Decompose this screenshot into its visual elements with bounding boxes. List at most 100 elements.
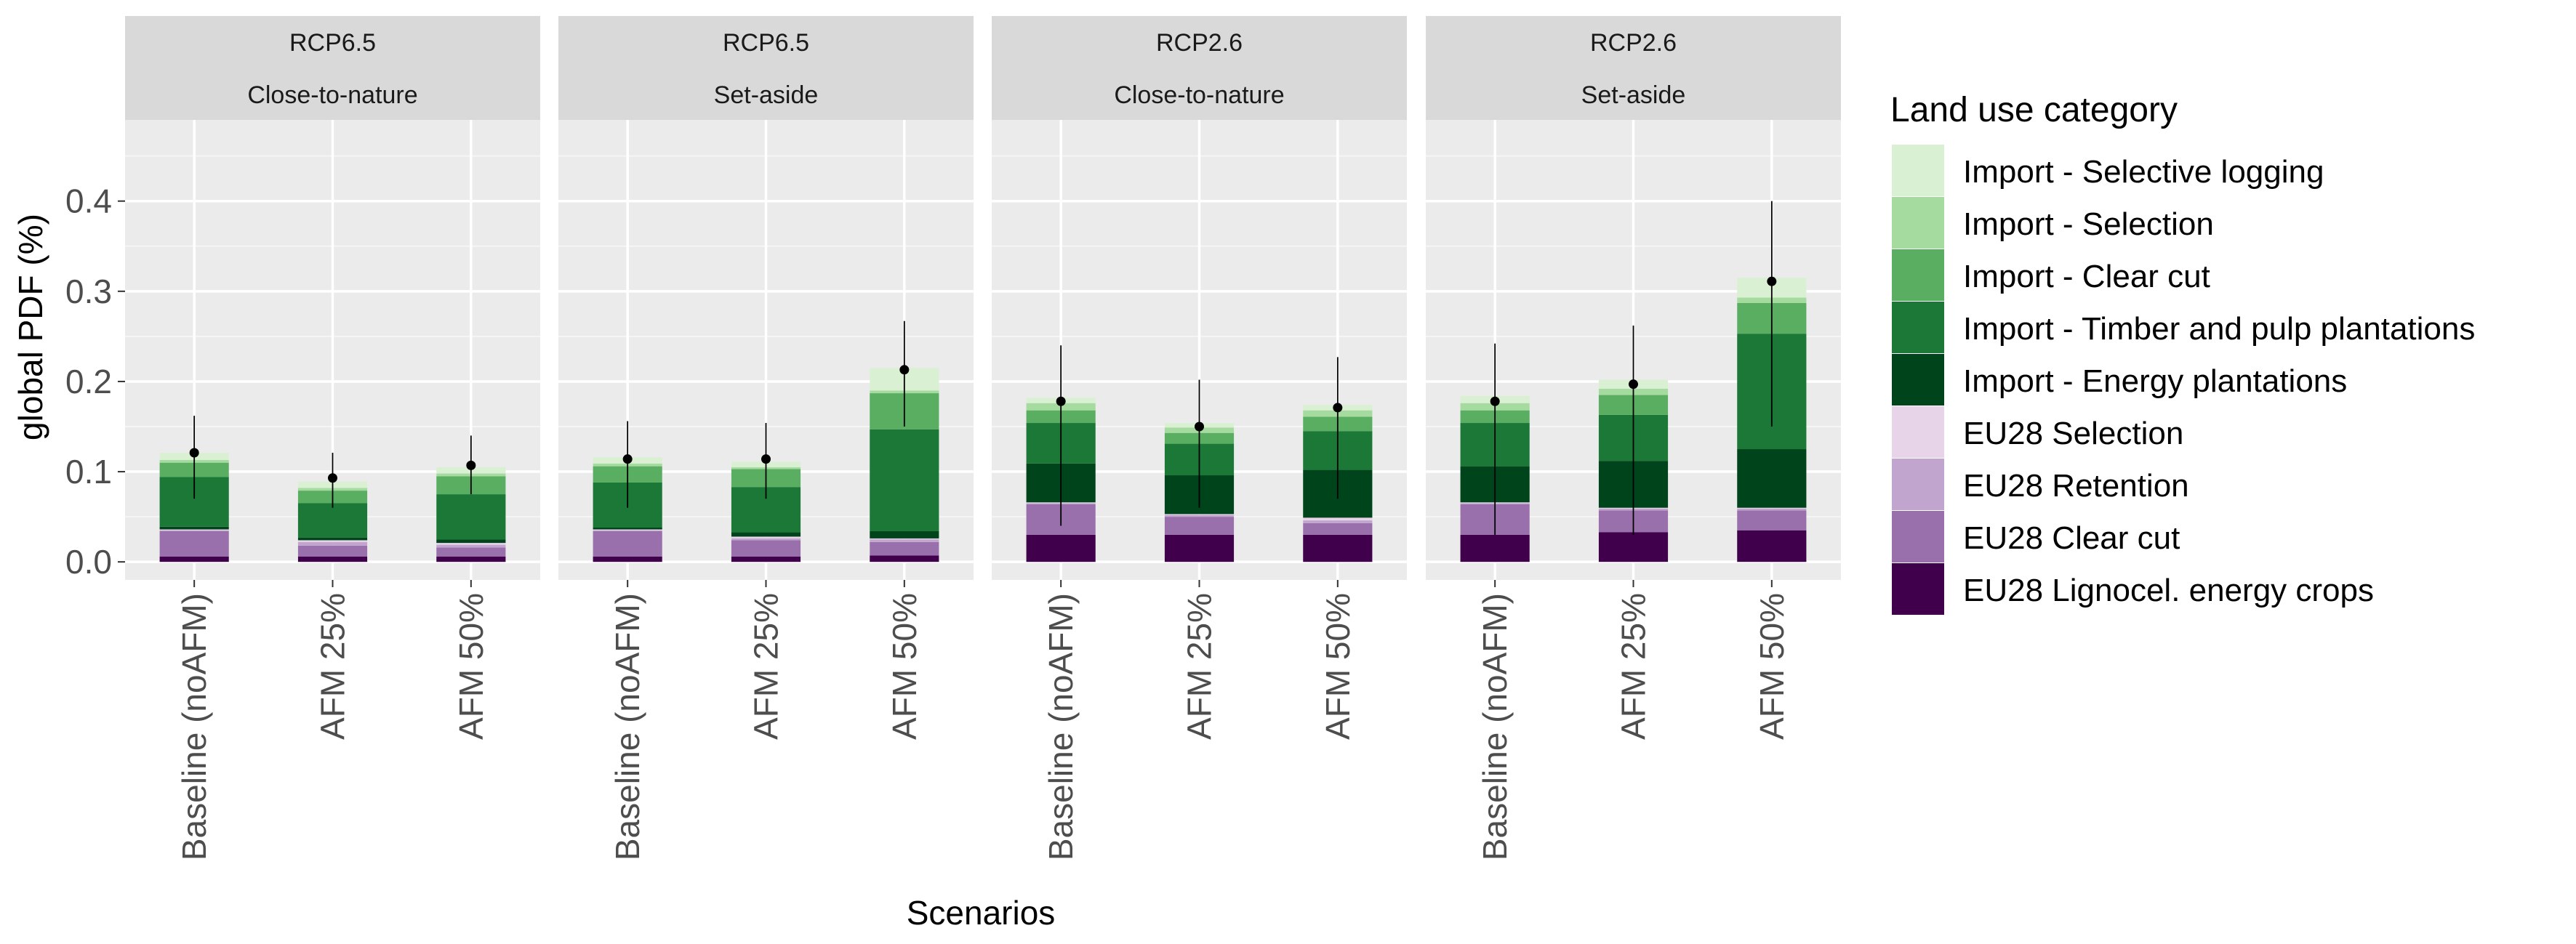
- mean-point: [622, 454, 633, 464]
- x-tick-label: AFM 25%: [747, 593, 785, 740]
- x-tick-label: Baseline (noAFM): [609, 593, 646, 860]
- legend-key: [1892, 459, 1944, 511]
- legend-key: [1892, 197, 1944, 249]
- y-tick-label: 0.2: [65, 363, 112, 400]
- x-tick-label: AFM 50%: [886, 593, 923, 740]
- bar-segment: [436, 543, 506, 545]
- bar-segment: [1026, 534, 1096, 562]
- bar-segment: [870, 531, 939, 538]
- bar-segment: [436, 494, 506, 540]
- facet-strip: [1426, 16, 1841, 120]
- facet-panel: RCP2.6 Close-to-nature: [992, 16, 1407, 580]
- bar-segment: [731, 556, 801, 562]
- legend-item: Import - Energy plantations: [1892, 354, 2347, 407]
- legend-label: Import - Energy plantations: [1963, 363, 2347, 399]
- facet-label-rcp: RCP2.6: [1590, 29, 1677, 57]
- x-tick-label: AFM 25%: [314, 593, 352, 740]
- legend-key: [1892, 354, 1944, 406]
- bar-segment: [1164, 534, 1235, 562]
- bar-segment: [1164, 514, 1235, 515]
- legend-key: [1892, 249, 1944, 302]
- legend-label: EU28 Clear cut: [1963, 520, 2180, 556]
- facet-label-management: Set-aside: [714, 81, 819, 109]
- x-tick-label: AFM 50%: [1753, 593, 1791, 740]
- bar-segment: [1164, 517, 1235, 535]
- mean-point: [761, 454, 771, 464]
- facet-label-rcp: RCP6.5: [723, 29, 809, 57]
- bar-segment: [870, 539, 939, 542]
- bar-segment: [297, 540, 368, 542]
- bar-segment: [731, 536, 801, 538]
- bar-segment: [1303, 534, 1373, 562]
- bar-segment: [1303, 520, 1373, 523]
- bar-segment: [1737, 510, 1807, 531]
- bar-segment: [731, 538, 801, 541]
- facet-panels: RCP6.5Close-to-natureRCP6.5Set-asideRCP2…: [125, 16, 1841, 580]
- bar-segment: [731, 540, 801, 557]
- bar-segment: [870, 555, 939, 562]
- bar-segment: [1737, 508, 1807, 511]
- bar-segment: [297, 556, 368, 562]
- legend-key: [1892, 302, 1944, 354]
- legend-key: [1892, 145, 1944, 197]
- x-axis-title: Scenarios: [907, 894, 1056, 932]
- legend-item: EU28 Retention: [1892, 459, 2189, 512]
- x-tick-label: Baseline (noAFM): [1042, 593, 1080, 860]
- mean-point: [1767, 276, 1777, 286]
- bar-segment: [731, 532, 801, 537]
- bar-segment: [436, 544, 506, 548]
- bar-segment: [1737, 449, 1807, 508]
- legend-item: EU28 Selection: [1892, 406, 2183, 459]
- legend-label: Import - Selection: [1963, 206, 2214, 242]
- facet-strip: [125, 16, 540, 120]
- bar-segment: [593, 528, 662, 530]
- legend-label: EU28 Selection: [1963, 416, 2183, 451]
- legend-key: [1892, 511, 1944, 563]
- y-axis-title: global PDF (%): [12, 214, 49, 440]
- bar-segment: [593, 556, 662, 562]
- x-tick-label: AFM 50%: [452, 593, 490, 740]
- bar-segment: [1598, 532, 1669, 562]
- legend-label: Import - Timber and pulp plantations: [1963, 311, 2475, 347]
- facet-label-management: Set-aside: [1581, 81, 1686, 109]
- bar-segment: [436, 547, 506, 557]
- legend-label: EU28 Retention: [1963, 468, 2189, 504]
- mean-point: [328, 473, 337, 483]
- bar-segment: [1303, 517, 1373, 521]
- x-tick-label: Baseline (noAFM): [1476, 593, 1514, 860]
- bar-segment: [159, 531, 229, 557]
- bar-segment: [870, 429, 939, 531]
- legend-item: Import - Selective logging: [1892, 145, 2324, 198]
- bar-segment: [1460, 534, 1530, 562]
- legend-label: EU28 Lignocel. energy crops: [1963, 573, 2374, 608]
- mean-point: [1056, 396, 1066, 406]
- facet-panel: RCP6.5 Close-to-nature: [125, 16, 540, 580]
- x-tick-label: Baseline (noAFM): [175, 593, 213, 860]
- bar-segment: [1164, 515, 1235, 517]
- bar-segment: [1737, 530, 1807, 562]
- x-axis: Baseline (noAFM) AFM 25% AFM 50% Baseline (…: [175, 580, 1791, 860]
- bar-segment: [297, 503, 368, 538]
- facet-strip: [558, 16, 974, 120]
- mean-point: [1195, 421, 1204, 432]
- x-tick-label: AFM 50%: [1319, 593, 1357, 740]
- facet-label-rcp: RCP6.5: [289, 29, 376, 57]
- bar-segment: [593, 529, 662, 531]
- legend-key: [1892, 563, 1944, 616]
- facet-label-management: Close-to-nature: [247, 81, 417, 109]
- bar-segment: [1303, 523, 1373, 535]
- facet-panel: RCP2.6 Set-aside: [1426, 16, 1841, 580]
- y-tick-label: 0.3: [65, 273, 112, 310]
- bar-segment: [436, 556, 506, 562]
- facet-label-rcp: RCP2.6: [1156, 29, 1243, 57]
- legend: Land use category Import - Selective log…: [1890, 91, 2475, 616]
- y-tick-label: 0.0: [65, 543, 112, 581]
- bar-segment: [297, 545, 368, 557]
- bar-segment: [870, 538, 939, 540]
- mean-point: [1490, 396, 1500, 406]
- bar-segment: [1737, 507, 1807, 509]
- bar-segment: [436, 539, 506, 544]
- bar-segment: [297, 541, 368, 546]
- facet-label-management: Close-to-nature: [1114, 81, 1284, 109]
